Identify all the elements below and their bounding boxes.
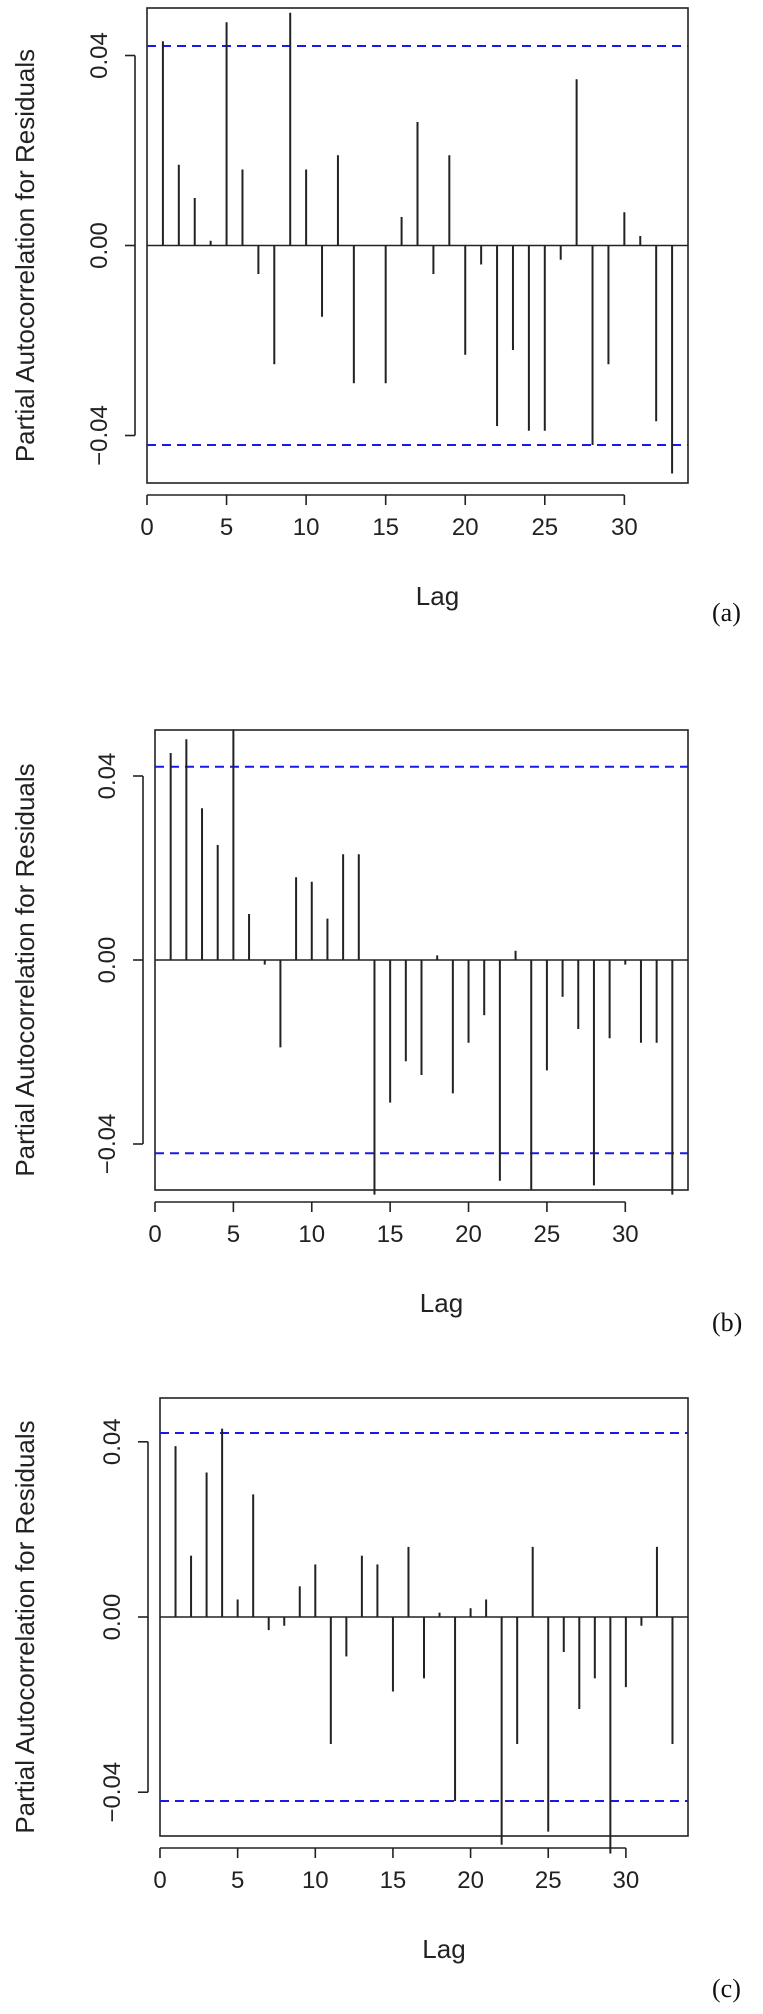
- x-tick-label: 15: [372, 514, 399, 541]
- x-tick-label: 15: [380, 1867, 407, 1894]
- pacf-chart-c: 0 5 10 15 20 25 30 Lag −0.04 0.00 0.04 Partial Auto…: [10, 1397, 689, 1964]
- y-tick-label: −0.04: [99, 1762, 126, 1823]
- y-tick-label: 0.04: [94, 753, 121, 800]
- panel-label-a: (a): [712, 598, 741, 627]
- y-tick-label: 0.00: [94, 937, 121, 984]
- y-tick-label: 0.00: [99, 1594, 126, 1641]
- x-tick-label: 20: [457, 1867, 484, 1894]
- panel-label-c: (c): [712, 1974, 741, 2003]
- x-tick-label: 25: [534, 1221, 561, 1248]
- y-tick-label: −0.04: [86, 405, 113, 466]
- x-tick-label: 0: [140, 514, 153, 541]
- acf-panel-a: 0 5 10 15 20 25 30 Lag −0.04 0.00 0.04 Partial Auto…: [0, 0, 763, 650]
- x-tick-label: 25: [535, 1867, 562, 1894]
- y-tick-label: −0.04: [94, 1114, 121, 1175]
- x-tick-label: 10: [298, 1221, 325, 1248]
- y-axis-title: Partial Autocorrelation for Residuals: [10, 49, 40, 462]
- x-tick-label: 25: [531, 514, 558, 541]
- x-tick-label: 0: [153, 1867, 166, 1894]
- y-tick-label: 0.00: [86, 222, 113, 269]
- y-tick-label: 0.04: [99, 1418, 126, 1465]
- x-tick-label: 0: [148, 1221, 161, 1248]
- acf-panel-b: 0 5 10 15 20 25 30 Lag −0.04 0.00 0.04 Partial Auto…: [0, 700, 763, 1360]
- x-tick-label: 10: [293, 514, 320, 541]
- acf-panel-c: 0 5 10 15 20 25 30 Lag −0.04 0.00 0.04 Partial Auto…: [0, 1370, 763, 2014]
- x-tick-label: 5: [220, 514, 233, 541]
- pacf-chart-b: 0 5 10 15 20 25 30 Lag −0.04 0.00 0.04 Partial Auto…: [10, 729, 689, 1318]
- x-axis-title: Lag: [420, 1288, 463, 1318]
- panel-label-b: (b): [712, 1308, 743, 1337]
- y-tick-label: 0.04: [86, 32, 113, 79]
- x-tick-label: 30: [611, 514, 638, 541]
- x-tick-label: 15: [377, 1221, 404, 1248]
- y-axis-title: Partial Autocorrelation for Residuals: [10, 763, 40, 1176]
- y-axis-title: Partial Autocorrelation for Residuals: [10, 1420, 40, 1833]
- x-tick-label: 5: [231, 1867, 244, 1894]
- x-tick-label: 5: [227, 1221, 240, 1248]
- pacf-chart-a: 0 5 10 15 20 25 30 Lag −0.04 0.00 0.04 Partial Auto…: [10, 7, 689, 611]
- x-tick-label: 30: [612, 1221, 639, 1248]
- x-tick-label: 20: [455, 1221, 482, 1248]
- x-axis-title: Lag: [422, 1934, 465, 1964]
- x-tick-label: 30: [613, 1867, 640, 1894]
- x-tick-label: 20: [452, 514, 479, 541]
- x-axis-title: Lag: [416, 581, 459, 611]
- x-tick-label: 10: [302, 1867, 329, 1894]
